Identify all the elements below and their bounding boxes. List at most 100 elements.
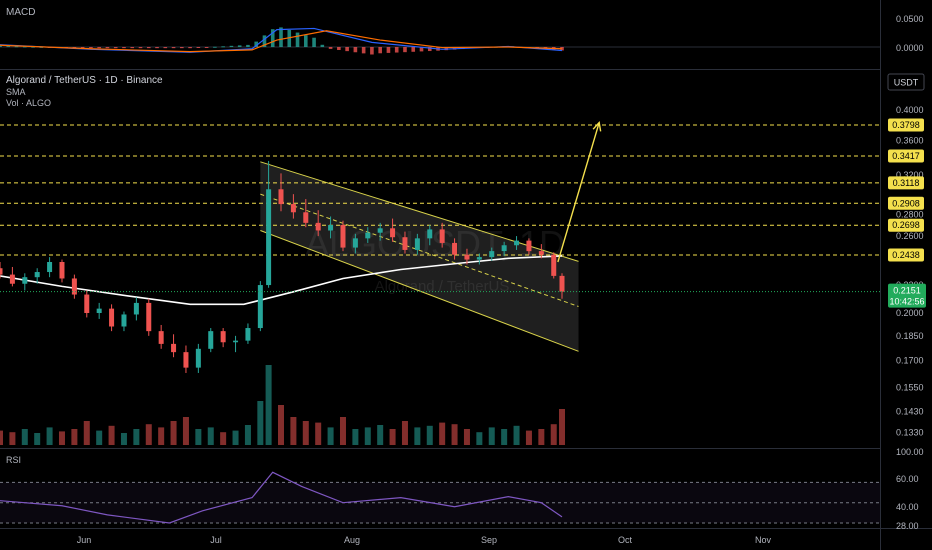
volume-bar — [559, 409, 565, 445]
volume-bar — [220, 432, 227, 445]
macd-histogram-bar — [262, 35, 267, 47]
macd-histogram-bar — [328, 47, 333, 49]
macd-histogram-bar — [295, 32, 300, 47]
candle-body — [427, 229, 433, 239]
macd-pane — [0, 27, 880, 55]
macd-histogram-bar — [213, 46, 217, 48]
volume-bar — [170, 421, 177, 445]
macd-histogram-bar — [113, 47, 118, 49]
price-tick: 0.3200 — [896, 170, 924, 180]
level-tag: 0.3417 — [892, 151, 920, 161]
macd-histogram-bar — [386, 47, 391, 53]
macd-tick: 0.0000 — [896, 43, 924, 53]
level-tag: 0.3118 — [893, 178, 920, 188]
candle-body — [183, 352, 189, 368]
volume-bar — [451, 424, 458, 445]
price-tick: 0.2600 — [896, 231, 924, 241]
candle-body — [538, 251, 544, 255]
time-label: Oct — [618, 535, 633, 545]
candle-body — [340, 225, 346, 248]
macd-histogram-bar — [370, 47, 374, 55]
macd-histogram-bar — [246, 44, 250, 47]
macd-histogram-bar — [427, 47, 432, 52]
level-tag-bg — [888, 118, 924, 132]
rsi-label: RSI — [6, 455, 21, 465]
candle-body — [551, 254, 557, 276]
volume-legend: Vol · ALGO — [6, 98, 51, 108]
volume-bar — [414, 427, 421, 445]
volume-bar — [315, 422, 322, 445]
price-tick: 0.1550 — [896, 383, 924, 393]
macd-histogram-bar — [105, 47, 110, 49]
rsi-line — [0, 471, 563, 524]
currency-button[interactable]: USDT — [887, 73, 925, 91]
level-tag: 0.2438 — [892, 250, 920, 260]
volume-bar — [538, 429, 545, 445]
candle-body — [266, 189, 272, 286]
candle-body — [22, 277, 28, 284]
candle-body — [146, 302, 152, 332]
price-tick: 0.1850 — [896, 331, 924, 341]
candle-body — [352, 238, 358, 248]
macd-histogram-bar — [31, 46, 35, 48]
volume-bar — [158, 427, 165, 445]
candle-body — [514, 240, 520, 246]
candle-body — [390, 228, 396, 238]
candle-body — [257, 285, 263, 329]
volume-bar — [364, 427, 371, 445]
arrow-head — [592, 120, 602, 132]
candle-body — [476, 257, 482, 260]
volume-bar — [265, 365, 272, 445]
time-label: Jul — [210, 535, 222, 545]
volume-bar — [195, 429, 202, 445]
candle-body — [233, 340, 239, 343]
price-tick: 0.3600 — [896, 136, 924, 146]
macd-histogram-bar — [171, 47, 176, 49]
rsi-tick: 28.00 — [896, 521, 919, 531]
rsi-tick: 60.00 — [896, 474, 919, 484]
volume-bar — [401, 421, 408, 445]
volume-bar — [352, 429, 359, 445]
time-axis[interactable]: Jun Jul Aug Sep Oct Nov — [77, 535, 772, 545]
time-label: Jun — [77, 535, 92, 545]
candle-body — [501, 245, 507, 252]
volume-bar — [232, 430, 239, 445]
macd-label: MACD — [6, 7, 35, 18]
candle-body — [464, 254, 470, 260]
candle-body — [526, 240, 532, 252]
volume-bar — [244, 425, 251, 445]
macd-histogram-bar — [14, 46, 19, 48]
candle-body — [414, 238, 420, 250]
projection-arrow — [557, 120, 602, 263]
volume-bar — [83, 421, 90, 445]
candle-body — [171, 343, 177, 353]
volume-bar — [339, 417, 346, 445]
time-label: Sep — [481, 535, 497, 545]
macd-histogram-bar — [188, 47, 192, 49]
macd-histogram-bar — [180, 47, 184, 49]
candle-body — [34, 272, 40, 278]
macd-histogram-bar — [378, 47, 382, 54]
watermark-name: Algorand / TetherUS — [375, 278, 510, 295]
macd-histogram-bar — [287, 29, 292, 47]
macd-histogram-bar — [138, 47, 143, 49]
volume-bar — [145, 424, 152, 445]
channel-midline — [260, 193, 579, 307]
volume-bar — [71, 429, 78, 445]
volume-bar — [488, 427, 495, 445]
candle-body — [245, 328, 251, 341]
volume-bar — [302, 421, 309, 445]
price-tick: 0.2800 — [896, 209, 924, 219]
candle-body — [158, 331, 164, 344]
arrow-shaft — [557, 122, 600, 263]
macd-histogram-bar — [89, 47, 93, 49]
candle-body — [9, 274, 15, 284]
macd-histogram-bar — [303, 35, 308, 47]
volume-bar — [550, 424, 557, 445]
macd-histogram-bar — [97, 47, 101, 49]
volume-bar — [96, 430, 103, 445]
current-price-tag: 0.2151 10:42:56 — [888, 283, 926, 308]
level-tag-bg — [888, 218, 924, 232]
